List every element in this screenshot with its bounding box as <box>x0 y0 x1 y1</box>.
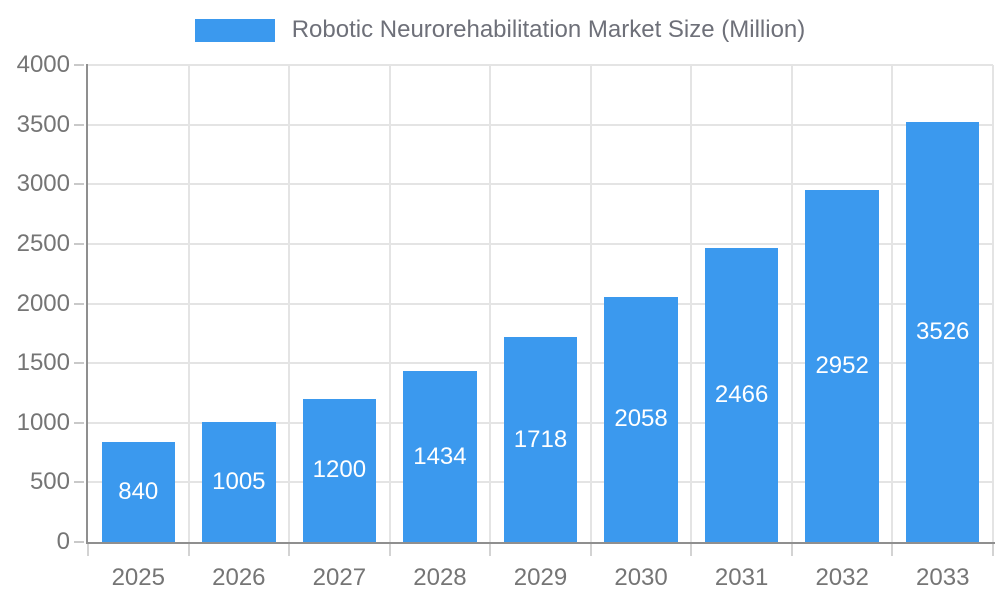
y-axis-tick-mark <box>74 183 84 186</box>
x-axis-tick-label: 2029 <box>513 564 568 591</box>
bar[interactable]: 2466 <box>704 247 779 542</box>
bar-value-label: 1200 <box>312 456 367 484</box>
x-axis-tick-label: 2026 <box>212 564 266 591</box>
x-axis-ticks <box>87 544 994 556</box>
bar[interactable]: 840 <box>101 441 175 542</box>
v-gridline <box>388 65 391 542</box>
x-axis-tick-mark <box>388 544 391 556</box>
x-axis-tick-label: 2025 <box>111 564 165 591</box>
x-axis-tick-mark <box>690 544 693 556</box>
v-gridline <box>992 65 994 542</box>
bar-value-label: 3526 <box>916 317 970 345</box>
y-axis-tick-mark <box>74 481 84 484</box>
y-axis-tick-label: 1500 <box>16 349 70 377</box>
legend-item[interactable]: Robotic Neurorehabilitation Market Size … <box>0 16 1000 44</box>
bar[interactable]: 2952 <box>805 189 879 542</box>
v-gridline <box>790 65 793 542</box>
bar-value-label: 2952 <box>815 351 869 379</box>
x-axis-tick-label: 2027 <box>312 564 367 591</box>
y-axis-tick-label: 3500 <box>16 110 70 138</box>
y-axis-tick-mark <box>74 302 84 305</box>
y-axis-tick-label: 2500 <box>16 229 70 257</box>
v-gridline <box>489 65 492 542</box>
y-axis-tick-label: 500 <box>29 468 70 496</box>
x-axis-tick-mark <box>891 544 894 556</box>
y-axis-tick-label: 2000 <box>16 289 70 317</box>
h-gridline <box>88 64 993 66</box>
bar-value-label: 2058 <box>614 405 668 433</box>
x-axis-tick-mark <box>589 544 592 556</box>
x-axis-tick-label: 2030 <box>614 564 668 591</box>
bar[interactable]: 1200 <box>302 398 377 542</box>
y-axis-tick-mark <box>74 242 84 245</box>
bar[interactable]: 1434 <box>403 371 477 542</box>
x-axis-tick-label: 2033 <box>916 564 970 591</box>
x-axis-tick-mark <box>992 544 994 556</box>
v-gridline <box>891 65 894 542</box>
h-gridline <box>88 242 993 245</box>
y-axis-tick-label: 4000 <box>16 51 70 78</box>
y-axis-tick-label: 1000 <box>16 408 70 436</box>
x-axis-tick-mark <box>87 544 89 556</box>
bar-value-label: 840 <box>118 477 159 505</box>
y-axis-tick-mark <box>74 541 84 543</box>
y-axis-tick-mark <box>74 64 84 66</box>
legend-label: Robotic Neurorehabilitation Market Size … <box>291 16 806 43</box>
legend-swatch-icon <box>194 18 275 42</box>
x-axis-labels: 2025 2026 2027 2028 2029 2030 2031 2032 2033 <box>88 564 993 594</box>
x-axis-tick-mark <box>187 544 190 556</box>
bar-value-label: 2466 <box>714 380 769 408</box>
y-axis-labels: 0 500 1000 1500 2000 2500 3000 3500 4000 <box>0 51 70 555</box>
v-gridline <box>288 65 291 542</box>
bar[interactable]: 3526 <box>906 121 980 542</box>
x-axis-tick-label: 2028 <box>413 564 467 591</box>
y-axis-tick-label: 0 <box>56 528 70 555</box>
y-axis-tick-label: 3000 <box>16 170 70 198</box>
v-gridline <box>187 65 190 542</box>
x-axis-tick-label: 2032 <box>815 564 869 591</box>
y-axis-tick-mark <box>74 421 84 424</box>
y-axis-tick-mark <box>74 123 84 126</box>
bar[interactable]: 1005 <box>202 422 276 542</box>
bar-value-label: 1005 <box>212 468 266 496</box>
bar-value-label: 1718 <box>513 425 568 453</box>
h-gridline <box>88 302 993 305</box>
h-gridline <box>88 123 993 126</box>
bar-value-label: 1434 <box>413 442 467 470</box>
h-gridline <box>88 183 993 186</box>
x-axis-line <box>86 542 995 544</box>
bar[interactable]: 2058 <box>604 296 678 542</box>
y-axis-ticks <box>74 64 84 543</box>
plot-area: 840 1005 1200 1434 1718 2058 2466 2952 3526 <box>88 64 994 542</box>
v-gridline <box>589 65 592 542</box>
x-axis-tick-label: 2031 <box>714 564 769 591</box>
x-axis-tick-mark <box>790 544 793 556</box>
x-axis-tick-mark <box>288 544 291 556</box>
bar[interactable]: 1718 <box>503 337 578 542</box>
y-axis-tick-mark <box>74 362 84 365</box>
x-axis-tick-mark <box>489 544 492 556</box>
y-axis-line <box>86 64 88 544</box>
v-gridline <box>690 65 693 542</box>
